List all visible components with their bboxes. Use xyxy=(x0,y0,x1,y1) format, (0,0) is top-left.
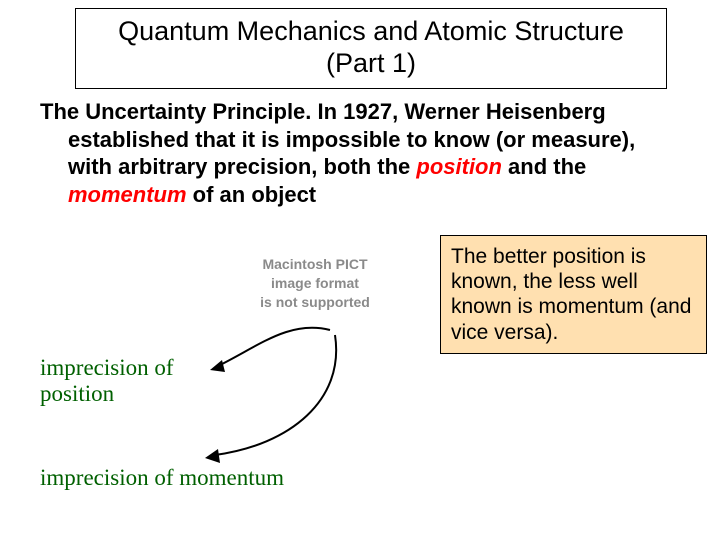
callout-text: The better position is known, the less w… xyxy=(451,245,691,344)
placeholder-line3: is not supported xyxy=(260,294,370,310)
label-imprecision-position: imprecision of position xyxy=(40,355,220,408)
arrow-to-momentum xyxy=(215,335,336,455)
arrowhead-to-momentum xyxy=(205,449,220,463)
body-suffix: of an object xyxy=(187,182,317,207)
pict-placeholder: Macintosh PICT image format is not suppo… xyxy=(230,255,400,312)
title-box: Quantum Mechanics and Atomic Structure (… xyxy=(75,8,667,89)
body-text: The Uncertainty Principle. In 1927, Wern… xyxy=(40,98,675,208)
callout-box: The better position is known, the less w… xyxy=(440,235,707,354)
placeholder-line1: Macintosh PICT xyxy=(262,256,367,272)
title-text: Quantum Mechanics and Atomic Structure (… xyxy=(118,16,624,78)
keyword-position: position xyxy=(416,154,502,179)
arrow-to-position xyxy=(220,328,330,365)
keyword-momentum: momentum xyxy=(68,182,187,207)
slide: Quantum Mechanics and Atomic Structure (… xyxy=(0,0,720,540)
placeholder-line2: image format xyxy=(271,275,359,291)
body-mid: and the xyxy=(502,154,586,179)
label-imprecision-momentum: imprecision of momentum xyxy=(40,465,284,491)
